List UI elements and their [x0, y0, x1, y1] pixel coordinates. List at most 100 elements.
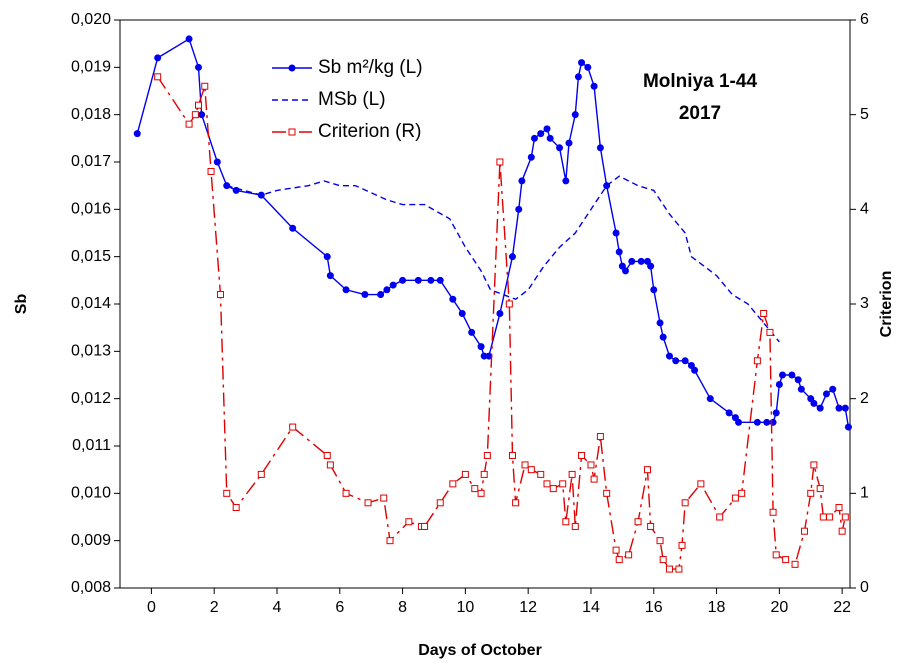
point	[822, 390, 830, 398]
y-tick-label: 0,013	[71, 343, 111, 360]
series-line	[136, 37, 850, 428]
point	[665, 352, 673, 360]
point	[665, 565, 673, 573]
point	[546, 134, 554, 142]
legend-marker	[288, 64, 296, 72]
y2-tick-label: 4	[860, 201, 869, 218]
point	[512, 499, 520, 507]
point	[549, 485, 557, 493]
point	[556, 144, 564, 152]
point	[133, 130, 141, 138]
point	[449, 295, 457, 303]
point	[468, 328, 476, 336]
point	[559, 480, 567, 488]
point	[772, 409, 780, 417]
point	[643, 466, 651, 474]
point	[562, 518, 570, 526]
point	[678, 541, 686, 549]
point	[622, 267, 630, 275]
x-tick-label: 22	[833, 599, 851, 616]
point	[603, 489, 611, 497]
point	[537, 130, 545, 138]
point	[778, 371, 786, 379]
point	[625, 551, 633, 559]
point	[496, 309, 504, 317]
point	[537, 470, 545, 478]
point	[844, 423, 852, 431]
point	[725, 409, 733, 417]
plot-frame	[119, 19, 851, 589]
point	[508, 253, 516, 261]
point	[399, 276, 407, 284]
point	[647, 522, 655, 530]
y-tick-label: 0,020	[71, 11, 111, 28]
legend-label: Criterion (R)	[318, 121, 421, 142]
y2-tick-label: 0	[860, 579, 869, 596]
point	[615, 556, 623, 564]
point	[760, 309, 768, 317]
point	[590, 475, 598, 483]
chart-subtitle: 2017	[679, 103, 721, 124]
point	[810, 461, 818, 469]
point	[807, 489, 815, 497]
y2-tick-label: 2	[860, 390, 869, 407]
point	[782, 556, 790, 564]
x-tick-label: 8	[398, 599, 407, 616]
point	[659, 556, 667, 564]
point	[342, 489, 350, 497]
point	[574, 73, 582, 81]
point	[194, 63, 202, 71]
point	[615, 248, 623, 256]
point	[766, 328, 774, 336]
y-tick-label: 0,017	[71, 153, 111, 170]
point	[461, 470, 469, 478]
point	[634, 518, 642, 526]
legend-marker	[288, 128, 296, 136]
y2-tick-label: 1	[860, 485, 869, 502]
point	[414, 276, 422, 284]
point	[826, 513, 834, 521]
series-line	[226, 175, 780, 343]
point	[791, 560, 799, 568]
point	[571, 111, 579, 119]
x-tick-label: 0	[147, 599, 156, 616]
point	[596, 144, 604, 152]
point	[659, 333, 667, 341]
point	[377, 291, 385, 299]
point	[515, 205, 523, 213]
point	[788, 371, 796, 379]
point	[810, 399, 818, 407]
x-tick-label: 6	[335, 599, 344, 616]
point	[562, 177, 570, 185]
point	[819, 513, 827, 521]
point	[216, 291, 224, 299]
x-tick-label: 4	[273, 599, 282, 616]
point	[769, 418, 777, 426]
point	[223, 489, 231, 497]
point	[436, 499, 444, 507]
point	[794, 376, 802, 384]
point	[816, 404, 824, 412]
y2-axis-label: Criterion	[878, 271, 895, 338]
point	[672, 357, 680, 365]
point	[584, 63, 592, 71]
point	[628, 257, 636, 265]
point	[342, 286, 350, 294]
point	[691, 366, 699, 374]
point	[656, 537, 664, 545]
point	[427, 276, 435, 284]
point	[800, 527, 808, 535]
point	[405, 518, 413, 526]
point	[650, 286, 658, 294]
point	[565, 139, 573, 147]
x-tick-label: 12	[519, 599, 537, 616]
y-tick-label: 0,012	[71, 390, 111, 407]
y-tick-label: 0,011	[72, 437, 111, 454]
point	[543, 125, 551, 133]
point	[257, 470, 265, 478]
x-tick-label: 10	[456, 599, 474, 616]
y-tick-label: 0,018	[71, 106, 111, 123]
point	[323, 253, 331, 261]
